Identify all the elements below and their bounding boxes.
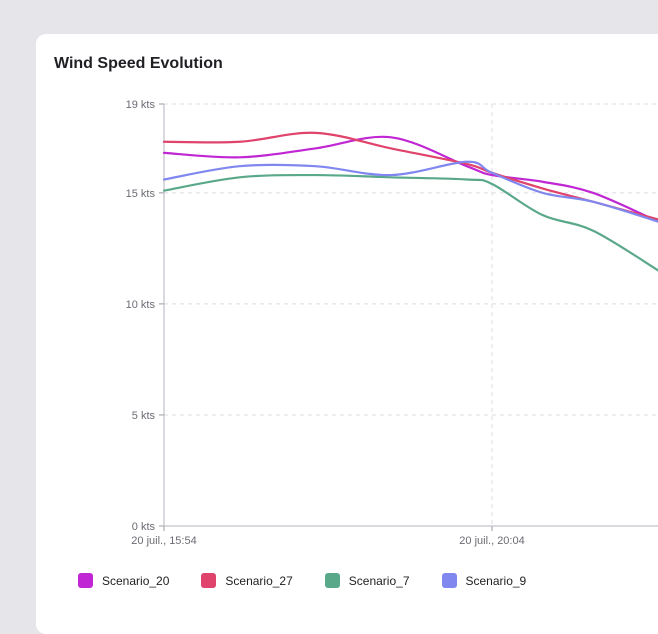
legend-item-scenario-7[interactable]: Scenario_7 [324,573,410,588]
legend-swatch [441,573,457,588]
chart-card [36,34,658,634]
legend-swatch [324,573,340,588]
series-line-scenario-27 [162,131,658,221]
line-chart: 0 kts 5 kts 10 kts 15 kts 19 kts 20 juil., 15… [126,99,658,547]
legend-item-scenario-20[interactable]: Scenario_20 [78,573,169,588]
series-line-scenario-9 [162,160,658,223]
chart-title: Wind Speed Evolution [54,55,223,72]
legend-label: Scenario_27 [225,573,293,588]
x-tick-label: 20 juil., 20:04 [459,535,524,547]
series-line-scenario-20 [162,135,658,223]
legend-item-scenario-27[interactable]: Scenario_27 [201,573,293,588]
legend-item-scenario-9[interactable]: Scenario_9 [441,573,527,588]
y-tick-label: 15 kts [126,188,156,200]
y-tick-label: 0 kts [132,521,156,533]
legend-swatch [201,573,217,588]
x-tick-label: 20 juil., 15:54 [131,535,196,547]
series-line-scenario-7 [162,173,658,272]
y-tick-label: 5 kts [132,410,156,422]
legend-label: Scenario_9 [465,573,527,588]
legend-swatch [78,573,93,588]
y-tick-label: 10 kts [126,299,156,311]
legend: Scenario_20 Scenario_27 Scenario_7 Scenario… [78,573,558,588]
legend-label: Scenario_20 [102,573,170,588]
y-tick-label: 19 kts [126,99,156,111]
legend-label: Scenario_7 [348,573,410,588]
